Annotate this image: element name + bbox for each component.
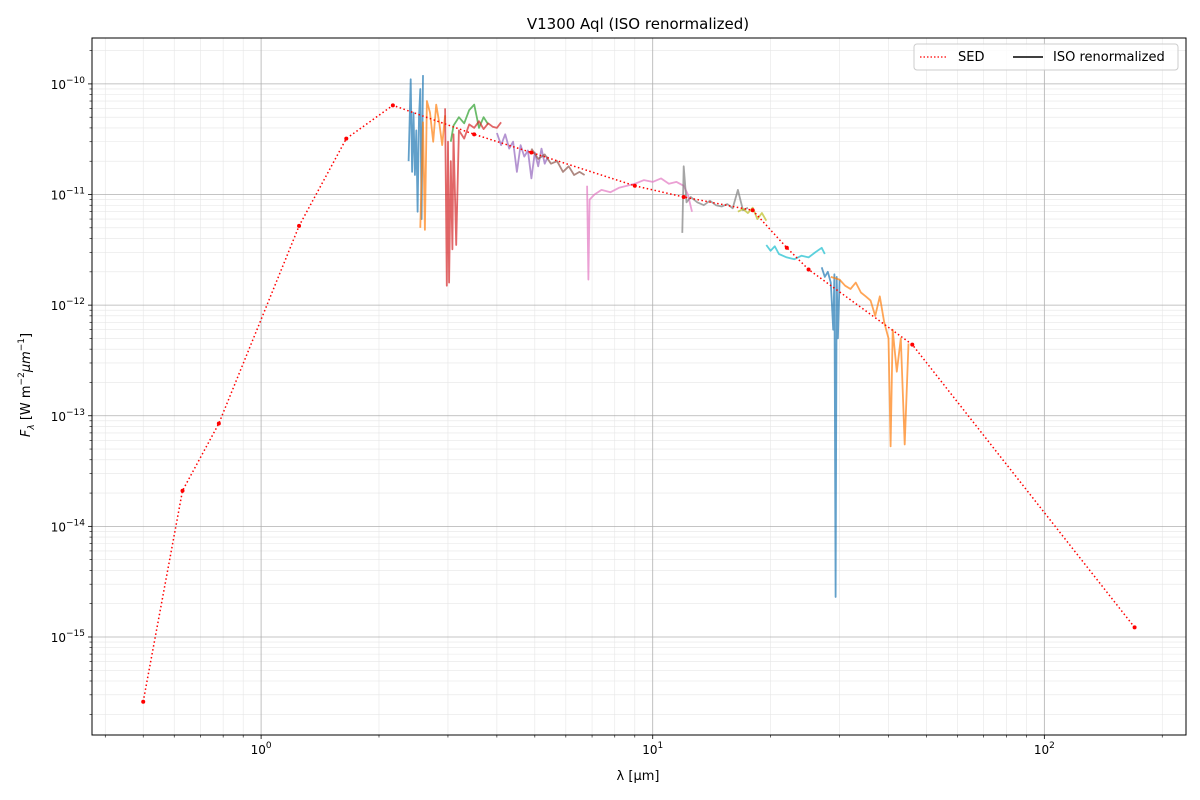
plot-data — [141, 75, 1137, 704]
iso-segment-7 — [586, 177, 693, 281]
y-tick-labels: 10−15 10−14 10−13 10−12 10−11 10−10 — [51, 76, 86, 645]
x-tick-label: 100 — [251, 741, 272, 757]
iso-segment-8 — [681, 165, 749, 233]
sed-point — [1132, 625, 1137, 630]
y-tick-label: 10−13 — [51, 408, 85, 424]
legend-iso-label: ISO renormalized — [1053, 50, 1165, 65]
sed-point — [784, 245, 789, 250]
x-tick-label: 101 — [642, 741, 663, 757]
y-tick-label: 10−15 — [51, 629, 85, 645]
iso-segment-6 — [530, 148, 586, 176]
sed-point — [529, 150, 534, 155]
iso-segment-10 — [765, 244, 826, 261]
iso-segment-2 — [419, 100, 446, 231]
sed-point — [180, 488, 185, 493]
sed-point — [750, 208, 755, 213]
chart-title: V1300 Aql (ISO renormalized) — [527, 15, 749, 33]
iso-segment-1 — [407, 75, 424, 221]
x-axis-label: λ [μm] — [617, 769, 660, 784]
legend-box — [913, 43, 1179, 71]
x-tick-label: 102 — [1034, 741, 1055, 757]
iso-segment-3 — [449, 103, 489, 142]
sed-point — [297, 223, 302, 228]
sed-point — [344, 136, 349, 141]
y-tick-label: 10−10 — [51, 76, 86, 92]
sed-point — [216, 421, 221, 426]
sed-point — [141, 699, 146, 704]
legend-sed-label: SED — [958, 50, 984, 65]
sed-point — [390, 103, 395, 108]
x-tick-labels: 100 101 102 — [251, 741, 1055, 757]
iso-segment-5 — [496, 132, 549, 180]
iso-segment-11 — [820, 267, 841, 598]
minor-gridlines — [92, 38, 1186, 735]
sed-point — [632, 183, 637, 188]
sed-point — [806, 267, 811, 272]
y-tick-label: 10−11 — [51, 187, 85, 203]
y-tick-label: 10−14 — [51, 518, 86, 534]
axis-ticks — [88, 50, 1163, 739]
sed-point — [472, 132, 477, 137]
sed-point — [681, 194, 686, 199]
iso-segment-9 — [737, 206, 768, 222]
sed-point — [910, 342, 915, 347]
major-gridlines — [92, 38, 1186, 735]
y-axis-label: Fλ [W m−2μm−1] — [17, 333, 37, 437]
axes-frame — [91, 37, 1187, 736]
iso-segment-4 — [444, 108, 502, 287]
iso-segment-12 — [830, 276, 910, 448]
legend: SED ISO renormalized — [913, 43, 1179, 71]
y-tick-label: 10−12 — [51, 297, 85, 313]
